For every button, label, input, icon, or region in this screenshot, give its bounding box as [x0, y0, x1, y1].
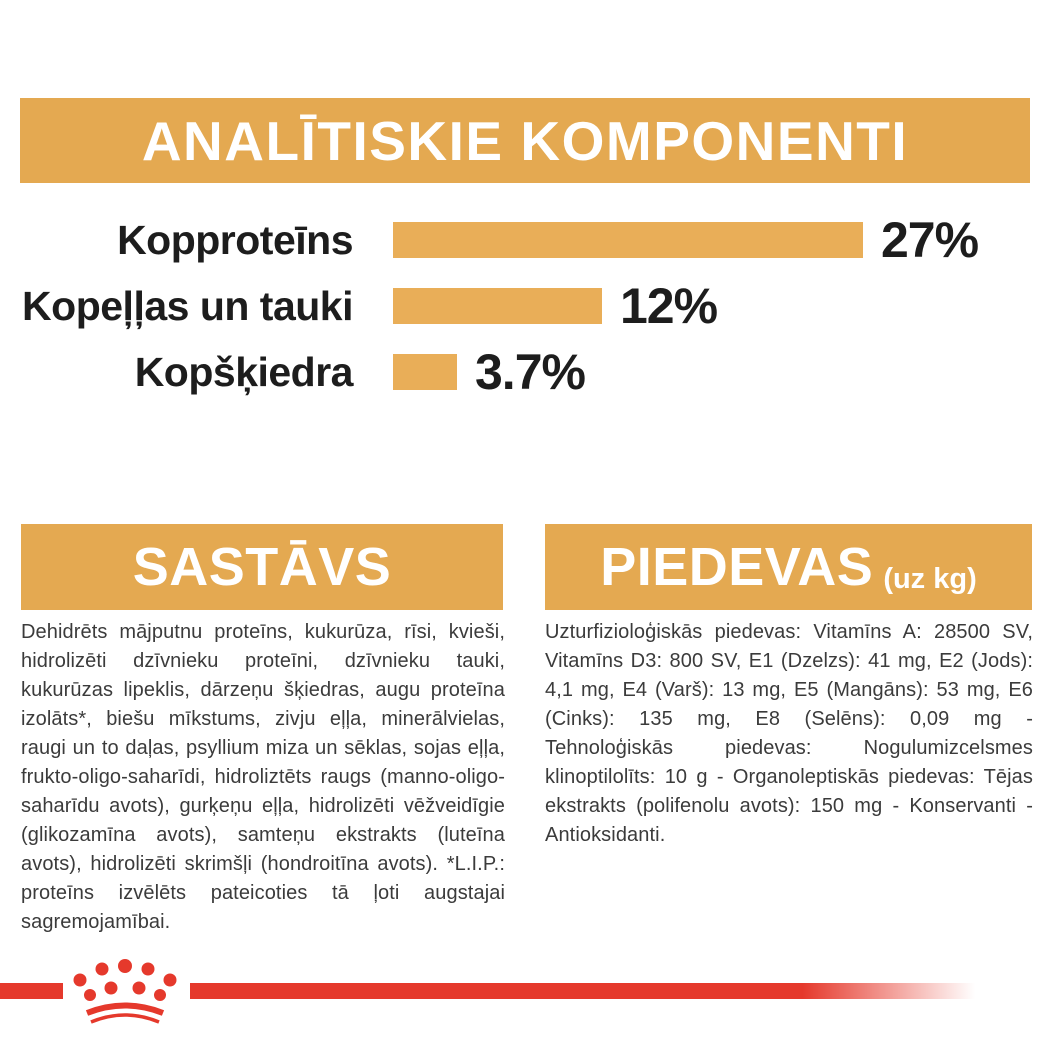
additives-title-suffix: (uz kg) — [883, 563, 977, 595]
analytical-components-header: ANALĪTISKIE KOMPONENTI — [20, 98, 1030, 183]
chart-value-label: 12% — [620, 278, 718, 334]
chart-category-label: Kopproteīns — [117, 216, 353, 263]
chart-bar — [393, 354, 457, 390]
footer-rule-left — [0, 983, 63, 999]
chart-value-label: 27% — [881, 212, 979, 268]
chart-category-label: Kopšķiedra — [134, 348, 354, 395]
chart-row-fat: Kopeļļas un tauki 12% — [0, 273, 1049, 339]
chart-bar — [393, 222, 863, 258]
chart-category-label: Kopeļļas un tauki — [22, 282, 353, 329]
chart-row-fibre: Kopšķiedra 3.7% — [0, 339, 1049, 405]
analytical-components-title: ANALĪTISKIE KOMPONENTI — [141, 109, 909, 172]
additives-header: PIEDEVAS (uz kg) — [545, 524, 1032, 610]
additives-body-text: Uzturfizioloģiskās piedevas: Vitamīns A:… — [545, 621, 1033, 846]
royal-canin-crown-logo-icon — [73, 959, 177, 1024]
composition-title: SASTĀVS — [132, 537, 392, 597]
footer-rule-right — [190, 983, 975, 999]
chart-row-protein: Kopproteīns 27% — [0, 207, 1049, 273]
composition-body-text: Dehidrēts mājputnu proteīns, kukurūza, r… — [21, 621, 505, 933]
additives-title: PIEDEVAS — [600, 537, 874, 597]
chart-bar — [393, 288, 602, 324]
composition-header: SASTĀVS — [21, 524, 503, 610]
chart-value-label: 3.7% — [475, 344, 586, 400]
nutrient-bar-chart: Kopproteīns 27% Kopeļļas un tauki 12% Ko… — [0, 207, 1049, 407]
